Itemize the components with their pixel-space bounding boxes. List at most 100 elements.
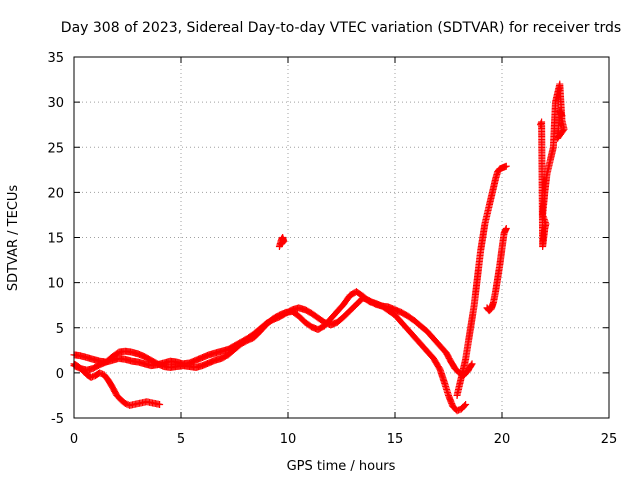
- data-point: [453, 406, 464, 415]
- data-point: [462, 343, 472, 363]
- data-point: [156, 400, 164, 408]
- data-point: [502, 162, 510, 170]
- y-tick-label: 20: [47, 186, 64, 201]
- data-point: [496, 246, 506, 269]
- data-point: [447, 357, 458, 371]
- data-point: [464, 330, 474, 350]
- y-tick-label: 25: [47, 141, 64, 156]
- data-point: [96, 369, 107, 378]
- data-point: [410, 317, 424, 329]
- y-tick-label: 30: [47, 96, 64, 111]
- data-point: [143, 398, 154, 406]
- data-point: [430, 354, 443, 372]
- data-point: [151, 400, 162, 408]
- data-point: [340, 308, 353, 321]
- data-point: [79, 366, 90, 378]
- x-tick-label: 25: [601, 432, 618, 447]
- data-point: [440, 378, 452, 398]
- data-point: [138, 398, 149, 407]
- data-point: [278, 240, 286, 248]
- data-point: [451, 364, 462, 376]
- data-point: [470, 285, 480, 309]
- data-point: [130, 400, 141, 408]
- data-point: [231, 341, 244, 353]
- data-point: [466, 316, 476, 336]
- data-point: [352, 288, 366, 299]
- data-point: [250, 328, 263, 342]
- y-tick-label: 10: [47, 277, 64, 292]
- data-point: [121, 400, 132, 409]
- x-tick-label: 5: [177, 432, 185, 447]
- data-point: [237, 337, 250, 348]
- data-point: [472, 267, 482, 291]
- data-point: [147, 356, 160, 367]
- data-point: [479, 221, 489, 241]
- data-point: [308, 309, 321, 321]
- data-point: [385, 307, 398, 318]
- x-axis-label: GPS time / hours: [287, 459, 396, 474]
- data-point: [256, 321, 270, 335]
- y-tick-label: 35: [47, 51, 64, 66]
- data-point: [109, 349, 122, 361]
- data-point: [404, 312, 417, 324]
- chart-title: Day 308 of 2023, Sidereal Day-to-day VTE…: [61, 20, 621, 36]
- data-point: [423, 327, 437, 342]
- data-point: [269, 312, 282, 323]
- data-point: [278, 237, 288, 247]
- data-point: [278, 234, 286, 243]
- data-point: [468, 303, 478, 323]
- y-axis-label: SDTVAR / TECUs: [6, 185, 21, 292]
- data-point: [87, 372, 98, 381]
- data-point: [436, 342, 449, 356]
- data-point: [496, 164, 505, 173]
- data-point: [295, 312, 308, 325]
- y-tick-label: -5: [51, 412, 64, 427]
- data-point: [333, 314, 347, 326]
- data-point: [464, 361, 475, 375]
- data-point: [89, 361, 102, 372]
- data-point: [492, 276, 501, 296]
- data-point: [126, 401, 136, 409]
- data-point: [485, 306, 494, 315]
- data-point: [417, 340, 430, 354]
- data-point: [113, 391, 124, 403]
- data-point: [397, 318, 411, 333]
- data-point: [359, 292, 372, 305]
- data-point: [483, 304, 492, 314]
- y-tick-label: 0: [56, 367, 64, 382]
- data-points: [70, 80, 568, 415]
- data-point: [340, 293, 353, 308]
- data-point: [498, 164, 507, 172]
- axis-ticks: 0 5 10 15 20 25 -5 0 5 10 15 20 25 30 35: [47, 51, 617, 447]
- data-point: [558, 112, 566, 120]
- data-point: [102, 354, 115, 366]
- data-point: [462, 400, 470, 408]
- data-point: [541, 221, 550, 232]
- data-point: [224, 346, 237, 359]
- data-point: [404, 326, 417, 340]
- data-point: [417, 322, 430, 334]
- y-tick-label: 5: [56, 322, 64, 337]
- x-tick-label: 0: [70, 432, 78, 447]
- data-point: [474, 249, 484, 273]
- data-point: [457, 402, 469, 413]
- x-tick-label: 10: [280, 432, 297, 447]
- data-point: [141, 353, 154, 364]
- data-point: [224, 343, 237, 353]
- data-point: [346, 301, 359, 315]
- data-point: [320, 316, 334, 330]
- data-point: [100, 371, 111, 383]
- data-point: [218, 352, 231, 362]
- data-point: [430, 335, 443, 349]
- data-point: [147, 399, 158, 407]
- data-point: [263, 316, 276, 328]
- data-point: [423, 347, 437, 361]
- data-point: [410, 333, 424, 347]
- data-point: [502, 224, 510, 232]
- data-point: [442, 349, 454, 364]
- data-point: [301, 306, 314, 317]
- data-point: [301, 318, 314, 330]
- data-point: [477, 235, 487, 255]
- data-point: [314, 323, 327, 334]
